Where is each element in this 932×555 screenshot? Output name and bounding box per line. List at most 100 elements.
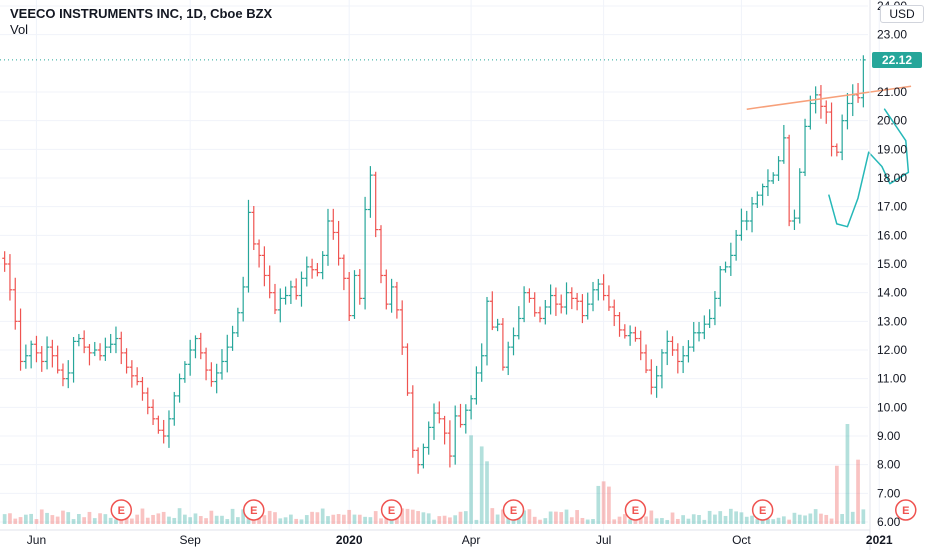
earnings-marker[interactable]: E [751, 499, 774, 521]
y-tick-label: 21.00 [877, 85, 907, 99]
volume-bar [834, 465, 839, 524]
earnings-marker[interactable]: E [502, 499, 525, 521]
volume-bar [766, 519, 770, 524]
volume-bar [559, 512, 564, 524]
earnings-marker[interactable]: E [110, 499, 133, 521]
price-bar [415, 447, 421, 474]
volume-bar [861, 509, 866, 524]
earnings-marker-label: E [118, 505, 125, 517]
y-tick-label: 10.00 [877, 400, 907, 414]
price-bar [44, 336, 50, 370]
price-bar [277, 288, 283, 323]
volume-bar [140, 508, 145, 524]
price-bar [590, 281, 596, 312]
price-bar [659, 349, 665, 389]
price-bar [701, 315, 707, 340]
price-bar [87, 344, 92, 366]
y-tick-label: 12.00 [877, 343, 907, 357]
price-bar [627, 325, 633, 346]
price-bar [304, 256, 310, 287]
volume-bar [230, 508, 235, 524]
y-tick-label: 11.00 [877, 372, 906, 386]
volume-bar [474, 519, 479, 524]
x-tick-label: 2020 [336, 533, 363, 547]
price-bar [97, 343, 103, 361]
drawings[interactable] [746, 85, 912, 228]
price-bar [246, 199, 251, 293]
volume-bar [416, 511, 420, 524]
volume-bar [750, 515, 754, 524]
earnings-marker-circle [110, 499, 133, 521]
x-tick-label: Jul [596, 533, 611, 547]
price-bar [39, 346, 45, 372]
y-tick-label: 7.00 [877, 486, 901, 500]
price-bar [320, 251, 326, 280]
price-bar [675, 343, 681, 374]
price-bar [124, 348, 129, 374]
price-bar [511, 327, 516, 356]
volume-bar [824, 514, 829, 524]
volume-bar [82, 517, 87, 524]
volume-bar [607, 486, 611, 524]
volume-bar [156, 513, 161, 524]
volume-bar [612, 519, 617, 524]
price-bar [797, 168, 803, 224]
earnings-marker-label: E [388, 505, 395, 517]
price-bar [500, 318, 506, 371]
volume-bar [713, 514, 717, 524]
volume-bar [2, 514, 7, 524]
volume-bar [326, 516, 330, 524]
price-bar [208, 362, 214, 387]
earnings-marker-circle [895, 499, 917, 521]
y-tick-label: 13.00 [877, 314, 907, 328]
volume-bar [548, 511, 553, 524]
volume-bar [310, 511, 314, 524]
volume-bar [442, 515, 447, 524]
volume-bar [209, 510, 214, 524]
price-bar [479, 343, 485, 382]
price-bar [542, 299, 548, 325]
earnings-marker[interactable]: E [624, 499, 647, 521]
earnings-marker[interactable]: E [243, 499, 265, 521]
volume-bar [432, 519, 436, 524]
price-bar [452, 405, 458, 465]
price-bar [532, 292, 538, 317]
price-bar [527, 288, 532, 303]
volume-bar [241, 509, 246, 524]
price-bar [463, 404, 469, 434]
volume-bar [569, 517, 574, 524]
price-bar [272, 283, 278, 315]
earnings-marker[interactable]: E [380, 499, 403, 521]
price-bar [622, 324, 628, 339]
volume-bar [728, 508, 733, 524]
price-bar [150, 399, 156, 425]
price-bar [341, 254, 347, 291]
volume-bar [564, 509, 569, 524]
currency-button[interactable]: USD [880, 5, 924, 23]
volume-bar [342, 514, 346, 524]
volume-bar [405, 508, 410, 524]
volume-bar [707, 510, 712, 524]
volume-bar [34, 519, 39, 524]
last-price-label: 22.12 [872, 52, 922, 68]
price-bar [378, 225, 384, 284]
earnings-marker[interactable]: E [895, 499, 917, 521]
volume-bar [755, 519, 760, 524]
y-tick-label: 8.00 [877, 458, 901, 472]
freehand-curve [828, 108, 910, 228]
volume-bar [294, 518, 299, 524]
x-tick-label: Oct [732, 533, 751, 547]
price-bar [776, 156, 781, 181]
volume-bar [13, 518, 18, 524]
volume-bar [675, 518, 680, 524]
price-bar [2, 251, 8, 272]
price-bar [553, 287, 559, 316]
volume-bar [660, 518, 664, 524]
price-bar [733, 229, 739, 261]
volume-bar [437, 516, 442, 524]
price-bar [670, 336, 675, 356]
price-bar [839, 114, 845, 161]
